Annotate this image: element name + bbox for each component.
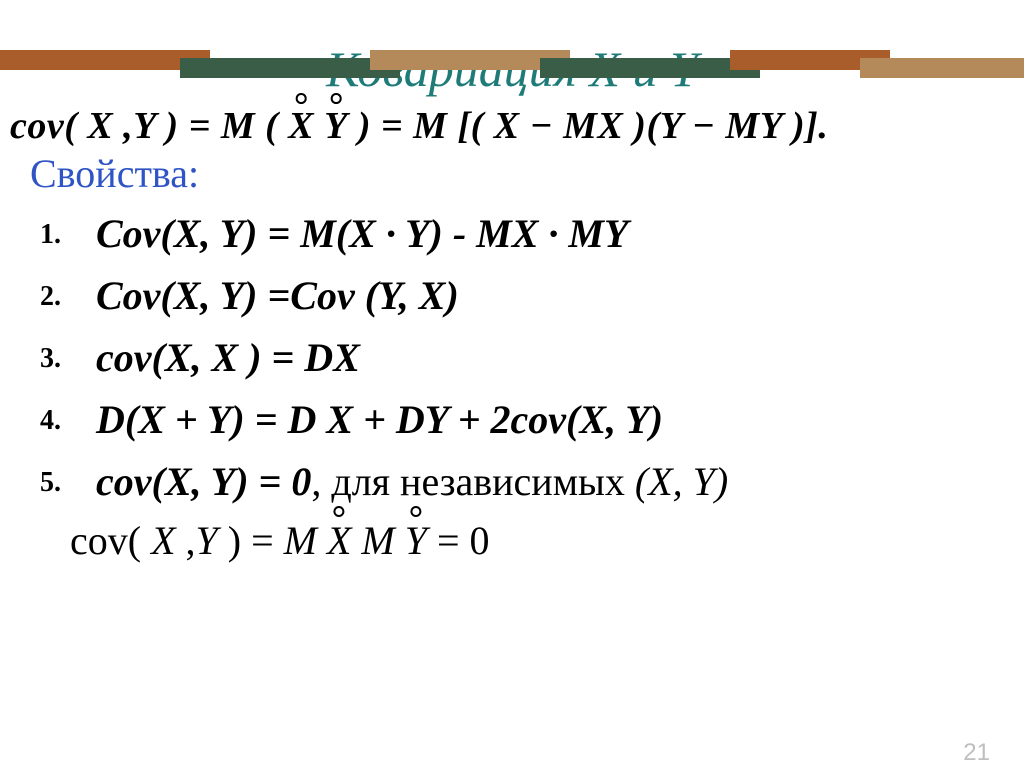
eq2-x1: X: [151, 518, 175, 563]
properties-list: Cov(X, Y) = M(X · Y) - MX · MY Cov(X, Y)…: [0, 203, 1024, 513]
slide-title: Ковариация X и Y: [0, 40, 1024, 98]
eq2-sp: [351, 518, 361, 563]
property-2-formula: Cov(X, Y) =Cov (Y, X): [96, 273, 459, 318]
eq2-c1: ,: [176, 518, 196, 563]
eq2-ry-ring: Y: [405, 517, 427, 564]
eq2-rx-ring: X: [327, 517, 351, 564]
def-rhs: ) = M [( X − MX )(Y − MY )].: [348, 105, 828, 147]
eq2-end: = 0: [427, 518, 490, 563]
eq2-y1: Y: [196, 518, 218, 563]
definition-formula: cov( X ,Y ) = M ( X Y ) = M [( X − MX )(…: [0, 104, 1024, 148]
property-3-formula: cov(X, X ) = DX: [96, 335, 360, 380]
def-lhs: cov( X ,Y ) = M (: [10, 105, 288, 147]
property-5-text: , для независимых: [311, 459, 635, 504]
eq2-cov: cov(: [70, 518, 151, 563]
eq2-m2: M: [361, 518, 404, 563]
property-5-formula: cov(X, Y) = 0: [96, 459, 311, 504]
independence-equation: cov( X ,Y ) = M X M Y = 0: [0, 517, 1024, 564]
property-4-formula: D(X + Y) = D X + DY + 2cov(X, Y): [96, 397, 663, 442]
property-2: Cov(X, Y) =Cov (Y, X): [40, 265, 1004, 327]
def-x-ring: X: [288, 104, 314, 148]
property-5: cov(X, Y) = 0, для независимых (X, Y): [40, 451, 1004, 513]
def-y-ring: Y: [324, 104, 348, 148]
def-y: Y: [324, 105, 348, 147]
property-4: D(X + Y) = D X + DY + 2cov(X, Y): [40, 389, 1004, 451]
property-1-formula: Cov(X, Y) = M(X · Y) - MX · MY: [96, 211, 628, 256]
eq2-mid: ) =: [218, 518, 284, 563]
def-mid: [314, 105, 324, 147]
properties-heading: Свойства:: [0, 150, 1024, 197]
page-number: 21: [963, 739, 990, 767]
eq2-m1: M: [284, 518, 327, 563]
property-1: Cov(X, Y) = M(X · Y) - MX · MY: [40, 203, 1004, 265]
eq2-rx: X: [327, 518, 351, 563]
slide: Ковариация X и Y cov( X ,Y ) = M ( X Y )…: [0, 40, 1024, 767]
eq2-ry: Y: [405, 518, 427, 563]
property-5-tail: (X, Y): [635, 459, 728, 504]
def-x: X: [288, 105, 314, 147]
property-3: cov(X, X ) = DX: [40, 327, 1004, 389]
